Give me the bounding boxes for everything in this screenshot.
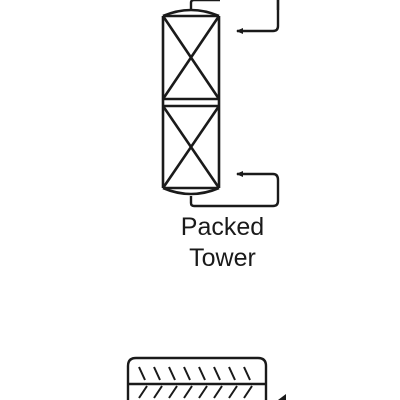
packed-bed-equipment — [126, 356, 268, 400]
catalyst-hatch-marks — [138, 366, 253, 399]
bed-inlet-arrowhead — [278, 394, 286, 400]
upper-bed-packing-diagonal — [161, 15, 221, 100]
tower-label-line2: Tower — [189, 244, 256, 272]
tower-bottom-cap — [162, 186, 220, 196]
top-stream-line — [189, 0, 280, 31]
bottom-stream-line — [189, 171, 280, 208]
packed-bed-outline — [126, 356, 268, 400]
lower-bed-packing-diagonal — [161, 105, 221, 189]
packed-tower — [161, 8, 221, 196]
tower-label-line1: Packed — [180, 213, 265, 241]
